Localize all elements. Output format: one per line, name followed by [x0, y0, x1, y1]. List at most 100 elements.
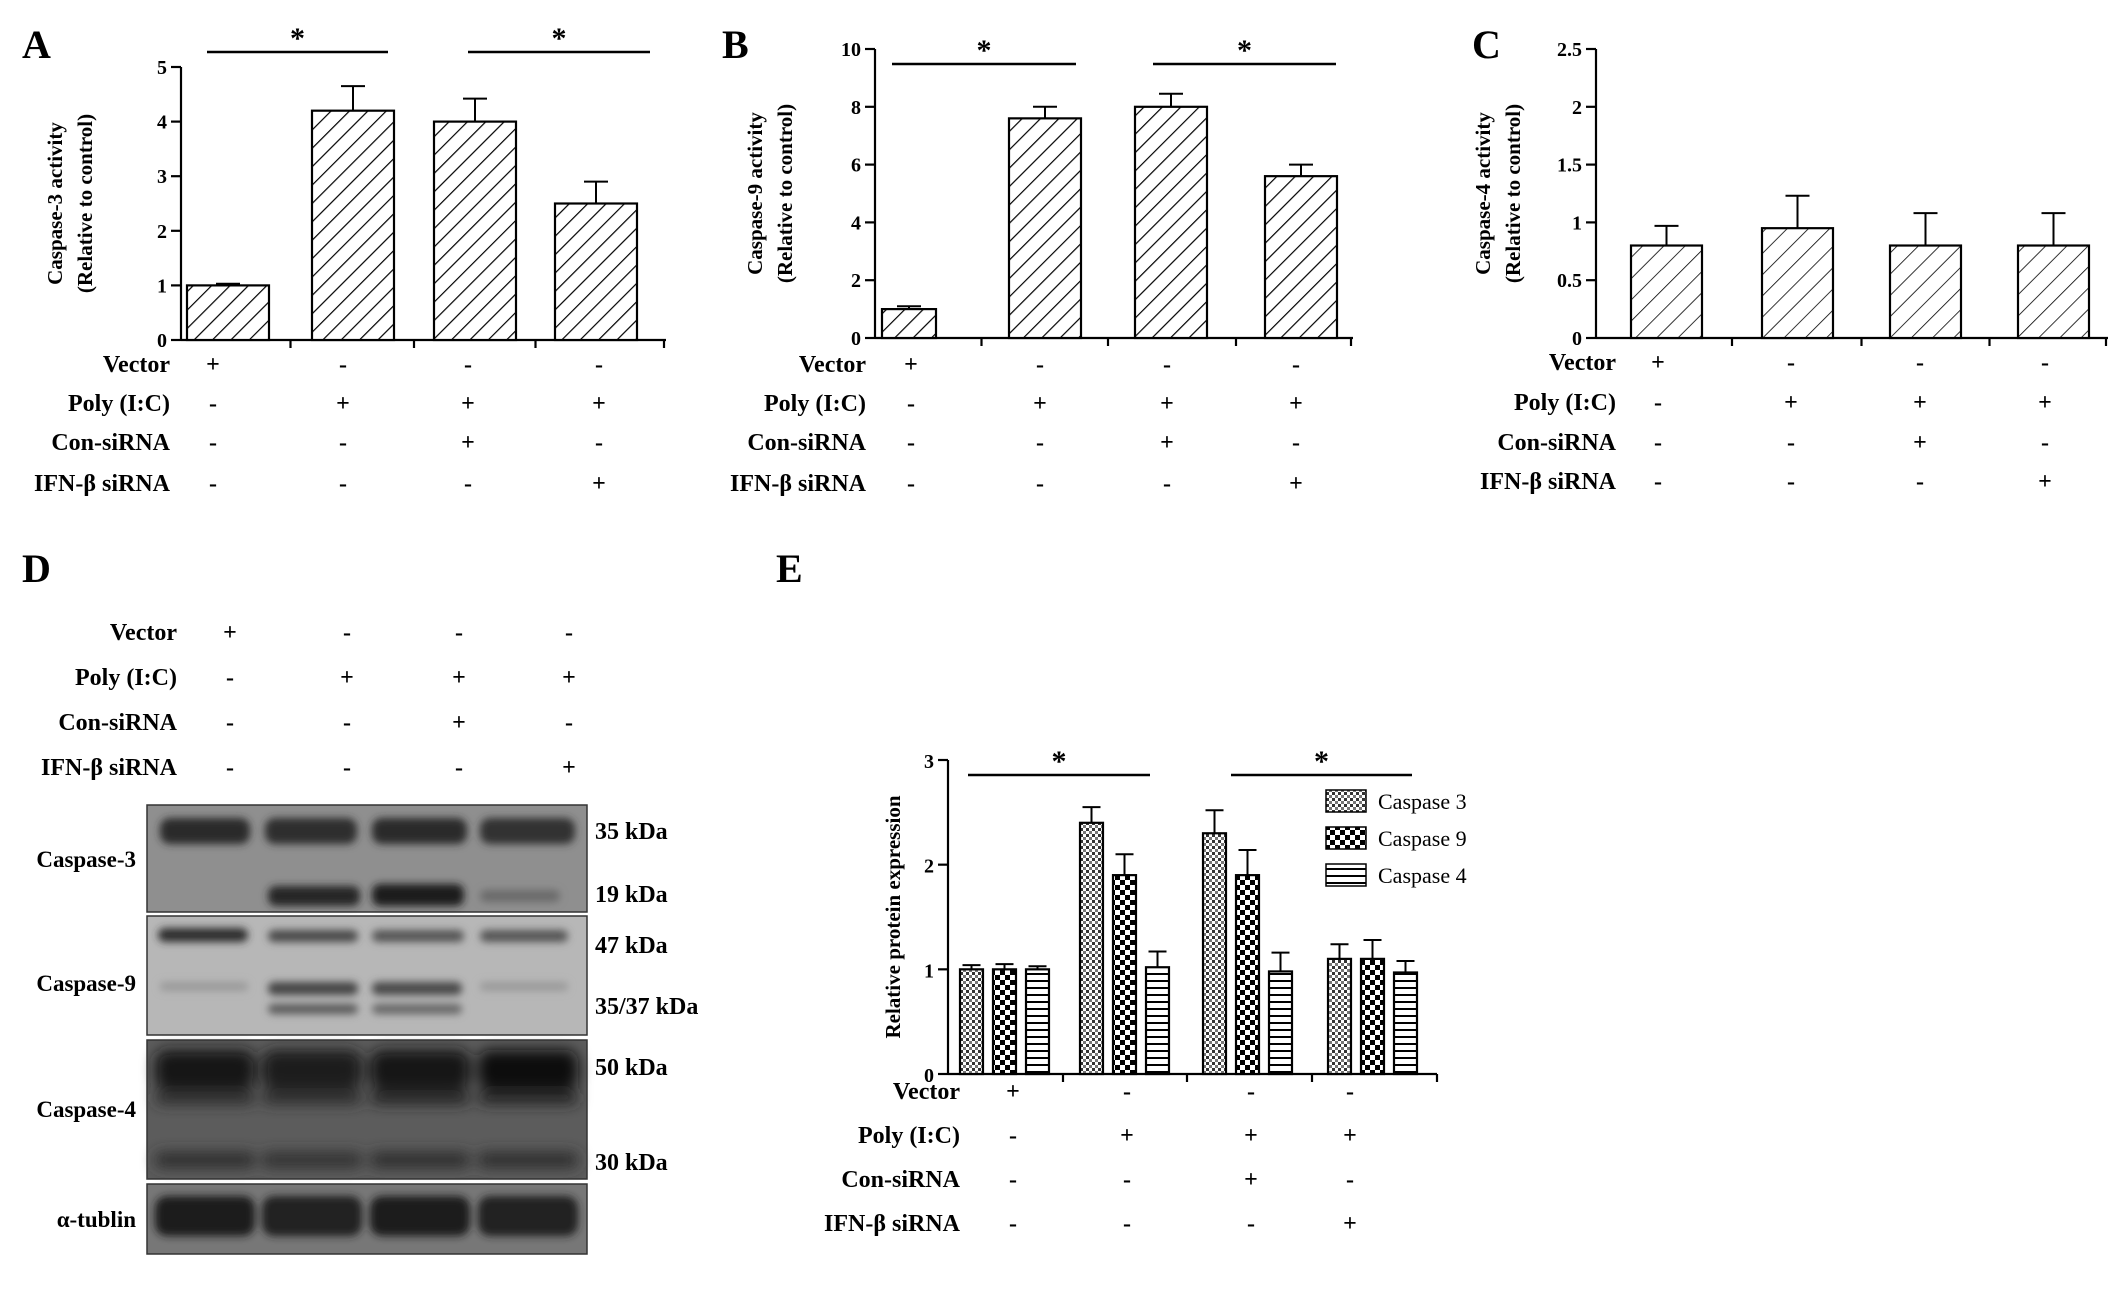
panel-letter-b: B — [722, 22, 749, 67]
condition-sign: + — [1289, 391, 1303, 417]
bar — [1263, 175, 1339, 340]
significance-star: * — [290, 22, 305, 55]
condition-sign: - — [455, 755, 463, 781]
error-bar — [1148, 950, 1167, 968]
condition-label: Vector — [799, 352, 866, 378]
panel-letter-e: E — [776, 546, 803, 591]
bar — [185, 284, 271, 342]
error-bar — [1271, 951, 1290, 972]
bar — [1111, 874, 1138, 1076]
condition-sign: - — [343, 755, 351, 781]
condition-sign: + — [206, 352, 220, 378]
bar — [1326, 957, 1353, 1076]
bar — [991, 968, 1018, 1076]
blot-kda-label: 35 kDa — [595, 819, 668, 845]
y-tick-label: 2.5 — [1557, 39, 1582, 61]
bar — [1007, 117, 1083, 340]
error-bar — [1785, 194, 1810, 229]
condition-sign: - — [1916, 350, 1924, 376]
bar — [432, 120, 518, 342]
condition-sign: + — [1244, 1123, 1258, 1149]
blot-strip-alpha-tubulin — [147, 1184, 587, 1254]
bar — [1760, 227, 1835, 340]
condition-sign: + — [1244, 1167, 1258, 1193]
condition-sign: + — [452, 710, 466, 736]
condition-label: IFN-β siRNA — [34, 471, 171, 497]
condition-sign: - — [907, 391, 915, 417]
condition-sign: + — [904, 352, 918, 378]
condition-sign: + — [1343, 1211, 1357, 1237]
condition-sign: + — [1913, 390, 1927, 416]
condition-sign: - — [1163, 471, 1171, 497]
error-bar — [897, 305, 921, 310]
condition-sign: - — [226, 710, 234, 736]
significance-star: * — [1237, 34, 1252, 67]
y-tick-label: 4 — [851, 212, 861, 234]
error-bar — [1654, 224, 1679, 246]
condition-sign: + — [592, 391, 606, 417]
condition-label: Con-siRNA — [58, 710, 177, 736]
condition-sign: - — [595, 352, 603, 378]
condition-sign: + — [1343, 1123, 1357, 1149]
condition-sign: - — [1123, 1211, 1131, 1237]
bar — [1629, 244, 1704, 340]
condition-sign: - — [339, 471, 347, 497]
condition-sign: + — [1033, 391, 1047, 417]
condition-sign: - — [1009, 1167, 1017, 1193]
blot-kda-label: 30 kDa — [595, 1150, 668, 1176]
condition-label: Con-siRNA — [51, 430, 170, 456]
condition-sign: - — [1654, 430, 1662, 456]
condition-label: IFN-β siRNA — [41, 755, 178, 781]
legend-swatch — [1325, 863, 1367, 887]
condition-sign: - — [1036, 352, 1044, 378]
y-tick-label: 2 — [924, 856, 934, 878]
condition-sign: - — [464, 471, 472, 497]
bar — [2016, 244, 2091, 340]
blot-labels: Vector + - - - Poly (I:C) - + + + Con-siRNA - - + - IFN… — [36, 620, 698, 1232]
condition-sign: + — [562, 665, 576, 691]
y-axis-label-line2: (Relative to control) — [1501, 104, 1525, 283]
condition-sign: + — [1913, 430, 1927, 456]
condition-sign: + — [452, 665, 466, 691]
blot-kda-label: 47 kDa — [595, 933, 668, 959]
blot-kda-label: 19 kDa — [595, 882, 668, 908]
chart-panel-e: 0 1 2 3 * * Relative protein expression Caspase… — [824, 745, 1467, 1237]
chart-panel-c: 0 0.5 1 1.5 2 2.5 Caspase-4 activity (Relative … — [1471, 39, 2108, 495]
y-axis-label: Caspase-4 activity (Relative to control) — [1471, 104, 1525, 283]
y-tick-label: 1 — [1572, 212, 1582, 234]
condition-sign: + — [1160, 391, 1174, 417]
condition-sign: - — [339, 352, 347, 378]
y-tick-label: 8 — [851, 97, 861, 119]
error-bar — [1396, 959, 1415, 973]
condition-sign: + — [1120, 1123, 1134, 1149]
y-tick-label: 0 — [1572, 328, 1582, 350]
legend-label: Caspase 3 — [1378, 789, 1467, 814]
condition-sign: + — [562, 755, 576, 781]
error-bar — [962, 964, 981, 970]
condition-sign: + — [2038, 390, 2052, 416]
bar — [1392, 971, 1419, 1076]
condition-sign: - — [1346, 1167, 1354, 1193]
condition-label: Vector — [110, 620, 177, 646]
bar — [1234, 874, 1261, 1076]
blot-band-label: Caspase-3 — [36, 847, 136, 872]
condition-sign: - — [1292, 430, 1300, 456]
error-bar — [216, 282, 240, 286]
condition-label: Poly (I:C) — [858, 1123, 960, 1149]
condition-sign: - — [2041, 430, 2049, 456]
bar — [1133, 105, 1209, 340]
error-bar — [1913, 212, 1938, 246]
condition-sign: - — [1787, 350, 1795, 376]
y-tick-label: 3 — [924, 751, 934, 773]
condition-label: IFN-β siRNA — [824, 1211, 961, 1237]
significance-star: * — [977, 34, 992, 67]
error-bar — [1205, 809, 1224, 834]
bar — [958, 968, 985, 1076]
condition-sign: - — [1346, 1079, 1354, 1105]
y-tick-label: 1 — [924, 960, 934, 982]
condition-sign: + — [340, 665, 354, 691]
condition-sign: - — [464, 352, 472, 378]
bar — [1267, 970, 1294, 1076]
error-bar — [995, 963, 1014, 970]
